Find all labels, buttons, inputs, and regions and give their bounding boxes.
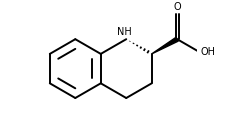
Text: O: O <box>173 2 180 12</box>
Polygon shape <box>151 37 177 54</box>
Text: OH: OH <box>200 47 215 57</box>
Text: NH: NH <box>117 27 132 37</box>
